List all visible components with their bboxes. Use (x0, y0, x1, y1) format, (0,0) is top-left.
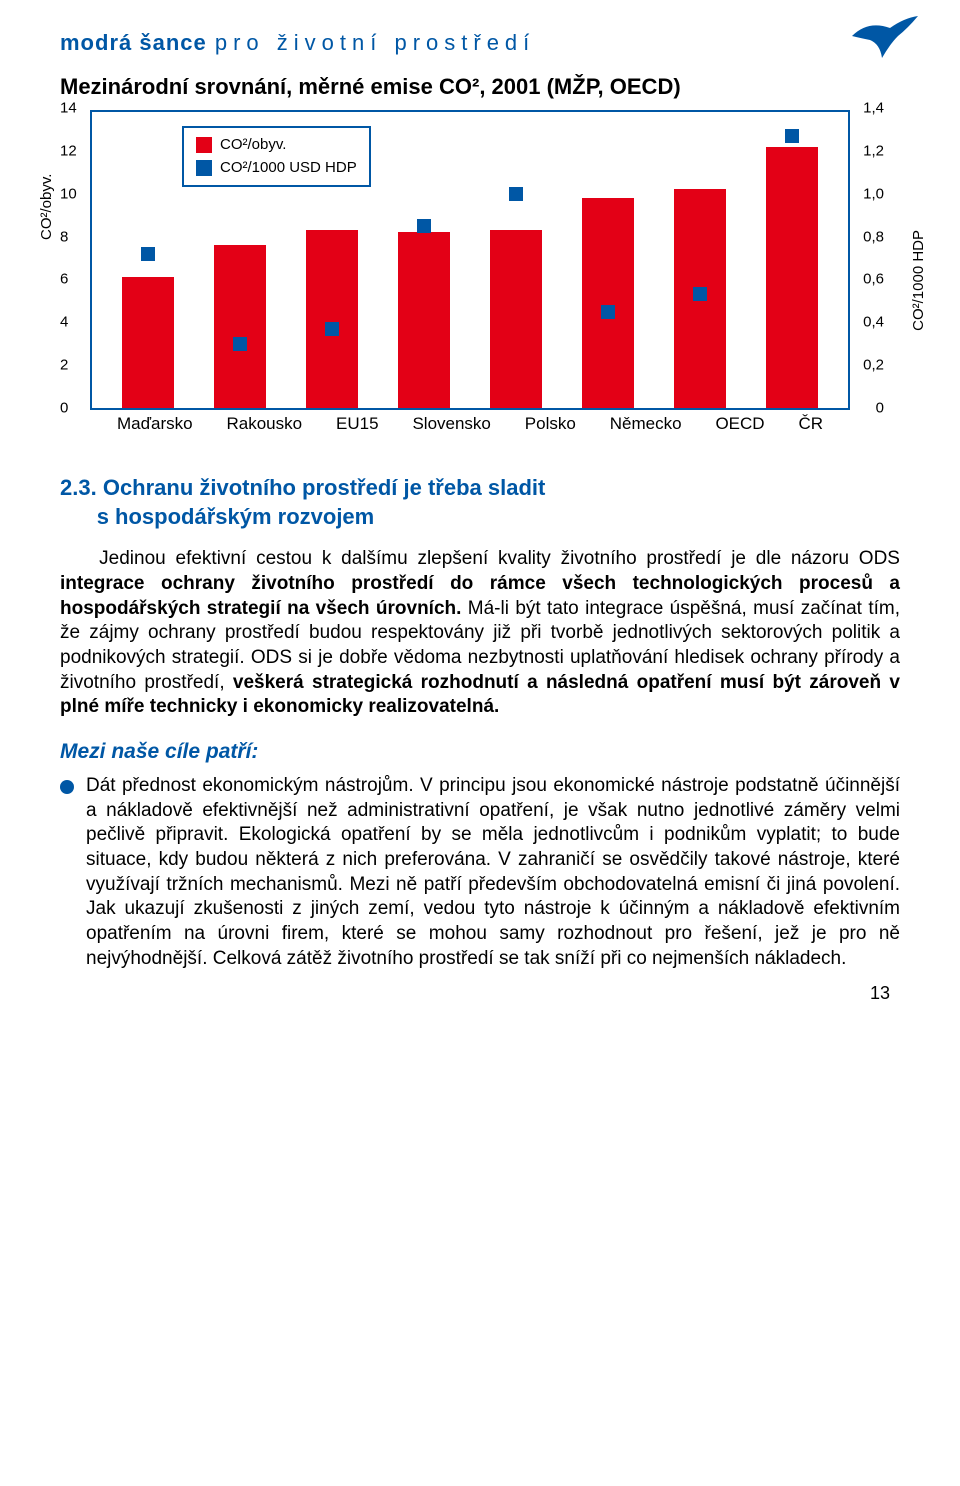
y-left-tick: 14 (60, 100, 77, 117)
bar-slot (578, 112, 638, 408)
category-label: Maďarsko (117, 414, 193, 434)
bird-logo (850, 14, 920, 62)
y-right-tick: 0,6 (863, 271, 884, 288)
category-label: Německo (610, 414, 682, 434)
section-title-1: Ochranu životního prostředí je třeba sla… (103, 475, 546, 500)
bar (398, 232, 450, 408)
bar-slot (210, 112, 270, 408)
page-header: modrá šance pro životní prostředí (60, 30, 900, 56)
category-label: Rakousko (227, 414, 303, 434)
page-number: 13 (870, 983, 890, 1004)
marker (785, 129, 799, 143)
goal-1-lead: Dát přednost ekonomickým nástrojům. (86, 775, 414, 796)
header-brand: modrá šance (60, 30, 207, 55)
goals-subheading: Mezi naše cíle patří: (60, 740, 900, 764)
bar (490, 230, 542, 408)
header-subtitle: pro životní prostředí (215, 30, 535, 55)
goal-1-rest: V principu jsou ekonomické nástroje pods… (86, 775, 900, 969)
marker (325, 322, 339, 336)
marker (233, 337, 247, 351)
bar-slot (394, 112, 454, 408)
y-left-tick: 10 (60, 185, 77, 202)
y-right-tick: 1,0 (863, 185, 884, 202)
y-right-axis-label: CO²/1000 HDP (910, 230, 927, 331)
y-left-tick: 12 (60, 142, 77, 159)
category-label: OECD (715, 414, 764, 434)
intro-paragraph: Jedinou efektivní cestou k dalšímu zlepš… (60, 547, 900, 720)
bar (766, 147, 818, 408)
bar-slot (302, 112, 362, 408)
marker (141, 247, 155, 261)
section-title-2: s hospodářským rozvojem (97, 504, 375, 529)
category-label: Slovensko (412, 414, 490, 434)
category-label: ČR (798, 414, 823, 434)
bar (214, 245, 266, 408)
y-right-tick: 0,4 (863, 314, 884, 331)
goal-item-1: Dát přednost ekonomickým nástrojům. V pr… (60, 774, 900, 972)
bar (306, 230, 358, 408)
category-label: Polsko (525, 414, 576, 434)
bar-slot (762, 112, 822, 408)
y-left-tick: 0 (60, 400, 68, 417)
y-right-tick: 0,8 (863, 228, 884, 245)
bar (582, 198, 634, 408)
co2-chart: CO²/obyv. CO²/1000 USD HDP CO²/obyv. CO²… (90, 110, 900, 434)
bar-slot (118, 112, 178, 408)
section-heading: 2.3. Ochranu životního prostředí je třeb… (60, 474, 900, 531)
y-left-tick: 8 (60, 228, 68, 245)
y-right-tick: 1,2 (863, 142, 884, 159)
y-left-tick: 4 (60, 314, 68, 331)
bar (122, 277, 174, 408)
chart-title: Mezinárodní srovnání, měrné emise CO², 2… (60, 74, 900, 100)
bar-slot (486, 112, 546, 408)
y-right-tick: 0 (876, 400, 884, 417)
section-number: 2.3. (60, 475, 97, 500)
y-right-tick: 0,2 (863, 357, 884, 374)
category-label: EU15 (336, 414, 379, 434)
y-right-tick: 1,4 (863, 100, 884, 117)
y-left-axis-label: CO²/obyv. (38, 174, 55, 240)
bar-slot (670, 112, 730, 408)
goals-list: Dát přednost ekonomickým nástrojům. V pr… (60, 774, 900, 972)
para1-a: Jedinou efektivní cestou k dalšímu zlepš… (99, 548, 900, 569)
marker (417, 219, 431, 233)
y-left-tick: 6 (60, 271, 68, 288)
marker (693, 287, 707, 301)
marker (509, 187, 523, 201)
marker (601, 305, 615, 319)
y-left-tick: 2 (60, 357, 68, 374)
